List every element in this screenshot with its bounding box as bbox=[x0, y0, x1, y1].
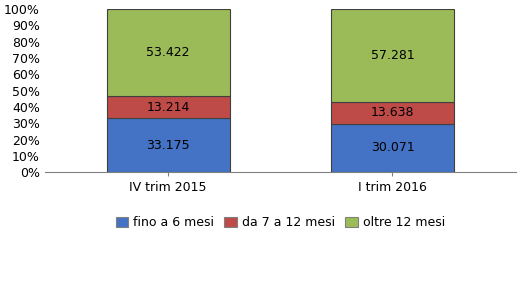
Text: 57.281: 57.281 bbox=[371, 49, 414, 62]
Text: 53.422: 53.422 bbox=[147, 46, 190, 59]
Bar bbox=[331, 124, 454, 172]
Text: 13.214: 13.214 bbox=[147, 101, 190, 114]
Bar bbox=[107, 118, 230, 172]
Bar bbox=[331, 9, 454, 101]
Text: 30.071: 30.071 bbox=[371, 141, 414, 154]
Bar bbox=[331, 101, 454, 124]
Text: 13.638: 13.638 bbox=[371, 106, 414, 119]
Text: 33.175: 33.175 bbox=[147, 139, 190, 152]
Bar bbox=[107, 9, 230, 96]
Bar bbox=[107, 96, 230, 118]
Legend: fino a 6 mesi, da 7 a 12 mesi, oltre 12 mesi: fino a 6 mesi, da 7 a 12 mesi, oltre 12 … bbox=[111, 212, 450, 235]
